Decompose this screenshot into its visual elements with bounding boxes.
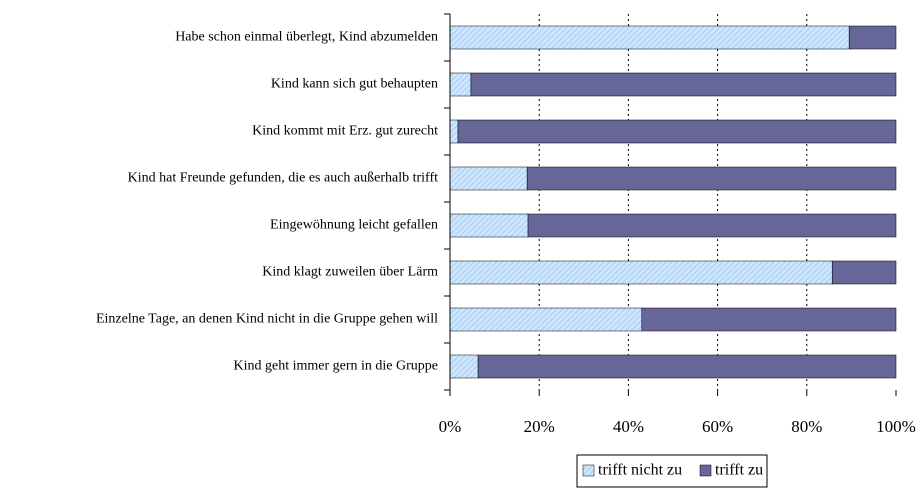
bar-segment [449,213,529,238]
y-tick-label: Kind klagt zuweilen über Lärm [262,265,438,280]
bar-segment [449,119,459,144]
y-tick-label: Kind hat Freunde gefunden, die es auch a… [128,171,438,186]
bar-segment [527,213,897,238]
bar-segment [449,354,479,379]
legend-label: trifft nicht zu [598,462,682,479]
bar-segment [470,72,897,97]
x-tick-label: 20% [524,417,555,436]
legend-swatch [699,464,712,477]
x-tick-label: 40% [613,417,644,436]
legend-box [576,454,768,488]
bar-segment [831,260,897,285]
y-tick-label: Eingewöhnung leicht gefallen [270,218,438,233]
y-tick-label: Habe schon einmal überlegt, Kind abzumel… [175,30,438,45]
x-tick-label: 100% [876,417,916,436]
bar-segment [449,25,850,50]
legend: trifft nicht zu trifft zu [576,454,768,488]
bar-segment [449,260,833,285]
x-tick-label: 80% [791,417,822,436]
y-tick-label: Kind kommt mit Erz. gut zurecht [252,124,438,139]
legend-swatch [582,464,595,477]
bar-segment [457,119,897,144]
bar-segment [449,166,528,191]
x-tick-label: 60% [702,417,733,436]
x-tick-label: 0% [439,417,462,436]
bar-segment [449,307,643,332]
y-tick-label: Kind kann sich gut behaupten [271,77,438,92]
legend-label: trifft zu [715,462,763,479]
bar-segment [526,166,897,191]
bar-segment [848,25,897,50]
y-tick-label: Kind geht immer gern in die Gruppe [233,359,438,374]
bar-segment [641,307,897,332]
bar-segment [477,354,897,379]
bar-segment [449,72,472,97]
y-tick-label: Einzelne Tage, an denen Kind nicht in di… [96,312,438,327]
